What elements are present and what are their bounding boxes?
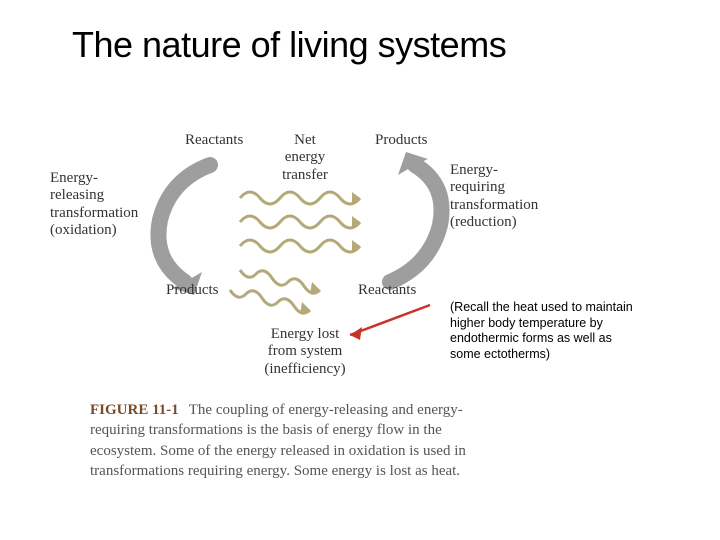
label-oxidation: Energy-releasingtransformation(oxidation… (50, 170, 150, 239)
figure-label: FIGURE 11-1 (90, 402, 179, 418)
annotation-text: (Recall the heat used to maintain higher… (450, 300, 640, 363)
slide-title: The nature of living systems (72, 24, 506, 66)
label-reactants-top: Reactants (185, 132, 243, 149)
figure-caption: FIGURE 11-1The coupling of energy-releas… (90, 400, 510, 481)
label-reactants-bottom: Reactants (358, 282, 416, 299)
energy-diagram: Reactants Products Products Reactants En… (90, 130, 510, 370)
label-net-transfer: Netenergytransfer (275, 132, 335, 184)
label-products-top: Products (375, 132, 428, 149)
label-products-bottom: Products (166, 282, 219, 299)
label-energy-lost: Energy lostfrom system(inefficiency) (250, 326, 360, 378)
label-reduction: Energy-requiringtransformation(reduction… (450, 162, 560, 231)
